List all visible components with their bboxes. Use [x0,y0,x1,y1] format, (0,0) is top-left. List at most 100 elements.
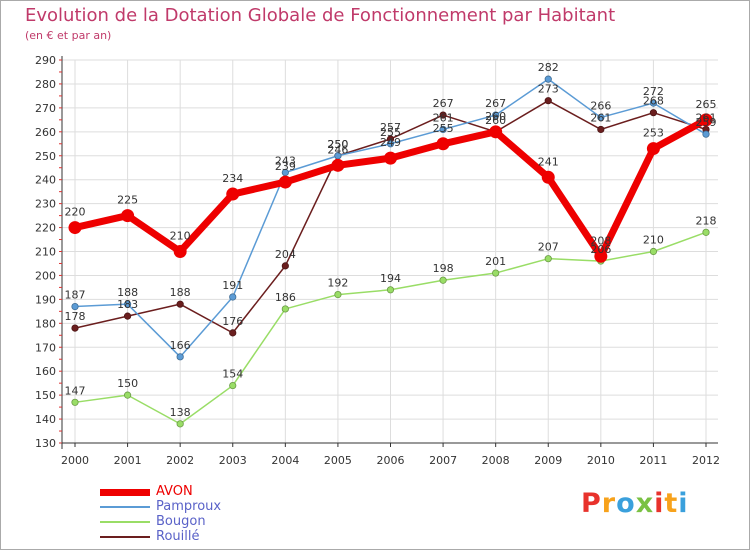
point-avon [331,158,345,172]
y-tick-label: 280 [35,78,56,91]
data-label-bougon: 194 [380,272,401,285]
data-label-bougon: 206 [590,243,611,256]
point-bougon [176,420,184,428]
legend-swatch [100,536,150,538]
legend-label: AVON [156,484,193,499]
y-tick-label: 130 [35,437,56,450]
data-label-pamproux: 191 [222,279,243,292]
data-label-rouille: 257 [380,121,401,134]
point-rouille [597,125,605,134]
legend-label: Bougon [156,514,206,529]
point-bougon [492,269,500,277]
legend-label: Rouillé [156,529,200,544]
data-label-rouille: 261 [696,111,717,124]
point-avon [278,175,292,189]
point-pamproux [229,293,237,301]
point-bougon [702,228,710,236]
y-tick-label: 270 [35,102,56,115]
series-layer [68,75,713,428]
point-pamproux [176,353,184,361]
y-tick-label: 220 [35,222,56,235]
data-label-avon: 210 [170,230,191,243]
data-label-avon: 265 [696,98,717,111]
point-avon [489,125,503,139]
data-label-rouille: 183 [117,298,138,311]
point-avon [541,170,555,184]
point-bougon [649,247,658,256]
y-tick-label: 170 [35,341,56,354]
data-label-pamproux: 267 [485,97,506,110]
y-tick-label: 160 [35,365,56,378]
data-label-avon: 220 [65,206,86,219]
point-pamproux [649,99,658,107]
data-label-pamproux: 243 [275,155,296,168]
data-label-pamproux: 259 [696,116,717,129]
x-tick-label: 2010 [587,454,615,467]
data-label-avon: 208 [590,234,611,247]
grid-layer [62,59,718,444]
point-avon [173,245,187,258]
y-tick-label: 240 [35,174,56,187]
data-label-pamproux: 261 [433,111,454,124]
data-label-pamproux: 250 [327,138,348,151]
data-label-bougon: 186 [275,291,296,304]
point-rouille [176,300,184,308]
axis-layer: 1301401501601701801902002102202302402502… [35,54,720,467]
data-label-rouille: 250 [327,138,348,151]
data-label-pamproux: 266 [590,99,611,112]
x-tick-label: 2006 [377,454,405,467]
x-tick-label: 2004 [271,454,299,467]
y-tick-label: 150 [35,389,56,402]
point-bougon [281,305,289,313]
legend-swatch [100,488,150,496]
point-bougon [334,290,342,299]
point-avon [594,249,608,263]
x-tick-label: 2005 [324,454,352,467]
point-bougon [71,398,79,406]
point-pamproux [492,111,500,119]
x-tick-label: 2008 [482,454,510,467]
chart-subtitle: (en € et par an) [25,29,112,42]
data-label-rouille: 178 [65,310,86,323]
point-avon [646,142,660,156]
y-tick-label: 230 [35,198,56,211]
point-bougon [229,381,237,390]
data-label-rouille: 260 [485,114,506,127]
point-bougon [439,276,447,284]
y-tick-label: 250 [35,150,56,163]
data-label-pamproux: 188 [117,286,138,299]
y-tick-label: 260 [35,126,56,139]
data-label-avon: 234 [222,172,243,185]
point-bougon [544,255,552,263]
legend-swatch [100,521,150,523]
y-tick-label: 200 [35,269,56,282]
point-rouille [544,97,552,105]
data-label-bougon: 201 [485,255,506,268]
data-label-bougon: 192 [327,277,348,290]
point-avon [699,113,713,127]
data-label-avon: 253 [643,127,664,140]
point-avon [68,221,82,235]
data-label-bougon: 150 [117,377,138,390]
point-pamproux [702,130,710,138]
data-label-avon: 225 [117,194,138,207]
x-tick-label: 2009 [534,454,562,467]
data-label-avon: 241 [538,155,559,168]
y-tick-label: 180 [35,317,56,330]
data-label-bougon: 198 [433,262,454,275]
data-label-rouille: 204 [275,248,296,261]
data-label-pamproux: 187 [65,289,86,302]
data-label-pamproux: 282 [538,61,559,74]
data-label-rouille: 267 [433,97,454,110]
proxiti-logo: Proxiti [581,488,689,519]
data-label-rouille: 273 [538,83,559,96]
data-label-bougon: 138 [170,406,191,419]
legend-swatch [100,506,150,508]
point-rouille [439,111,447,119]
point-pamproux [71,302,79,311]
data-label-avon: 260 [485,110,506,123]
point-rouille [123,312,132,320]
point-pamproux [544,75,552,83]
data-label-pamproux: 166 [170,339,191,352]
legend-label: Pamproux [156,499,222,514]
